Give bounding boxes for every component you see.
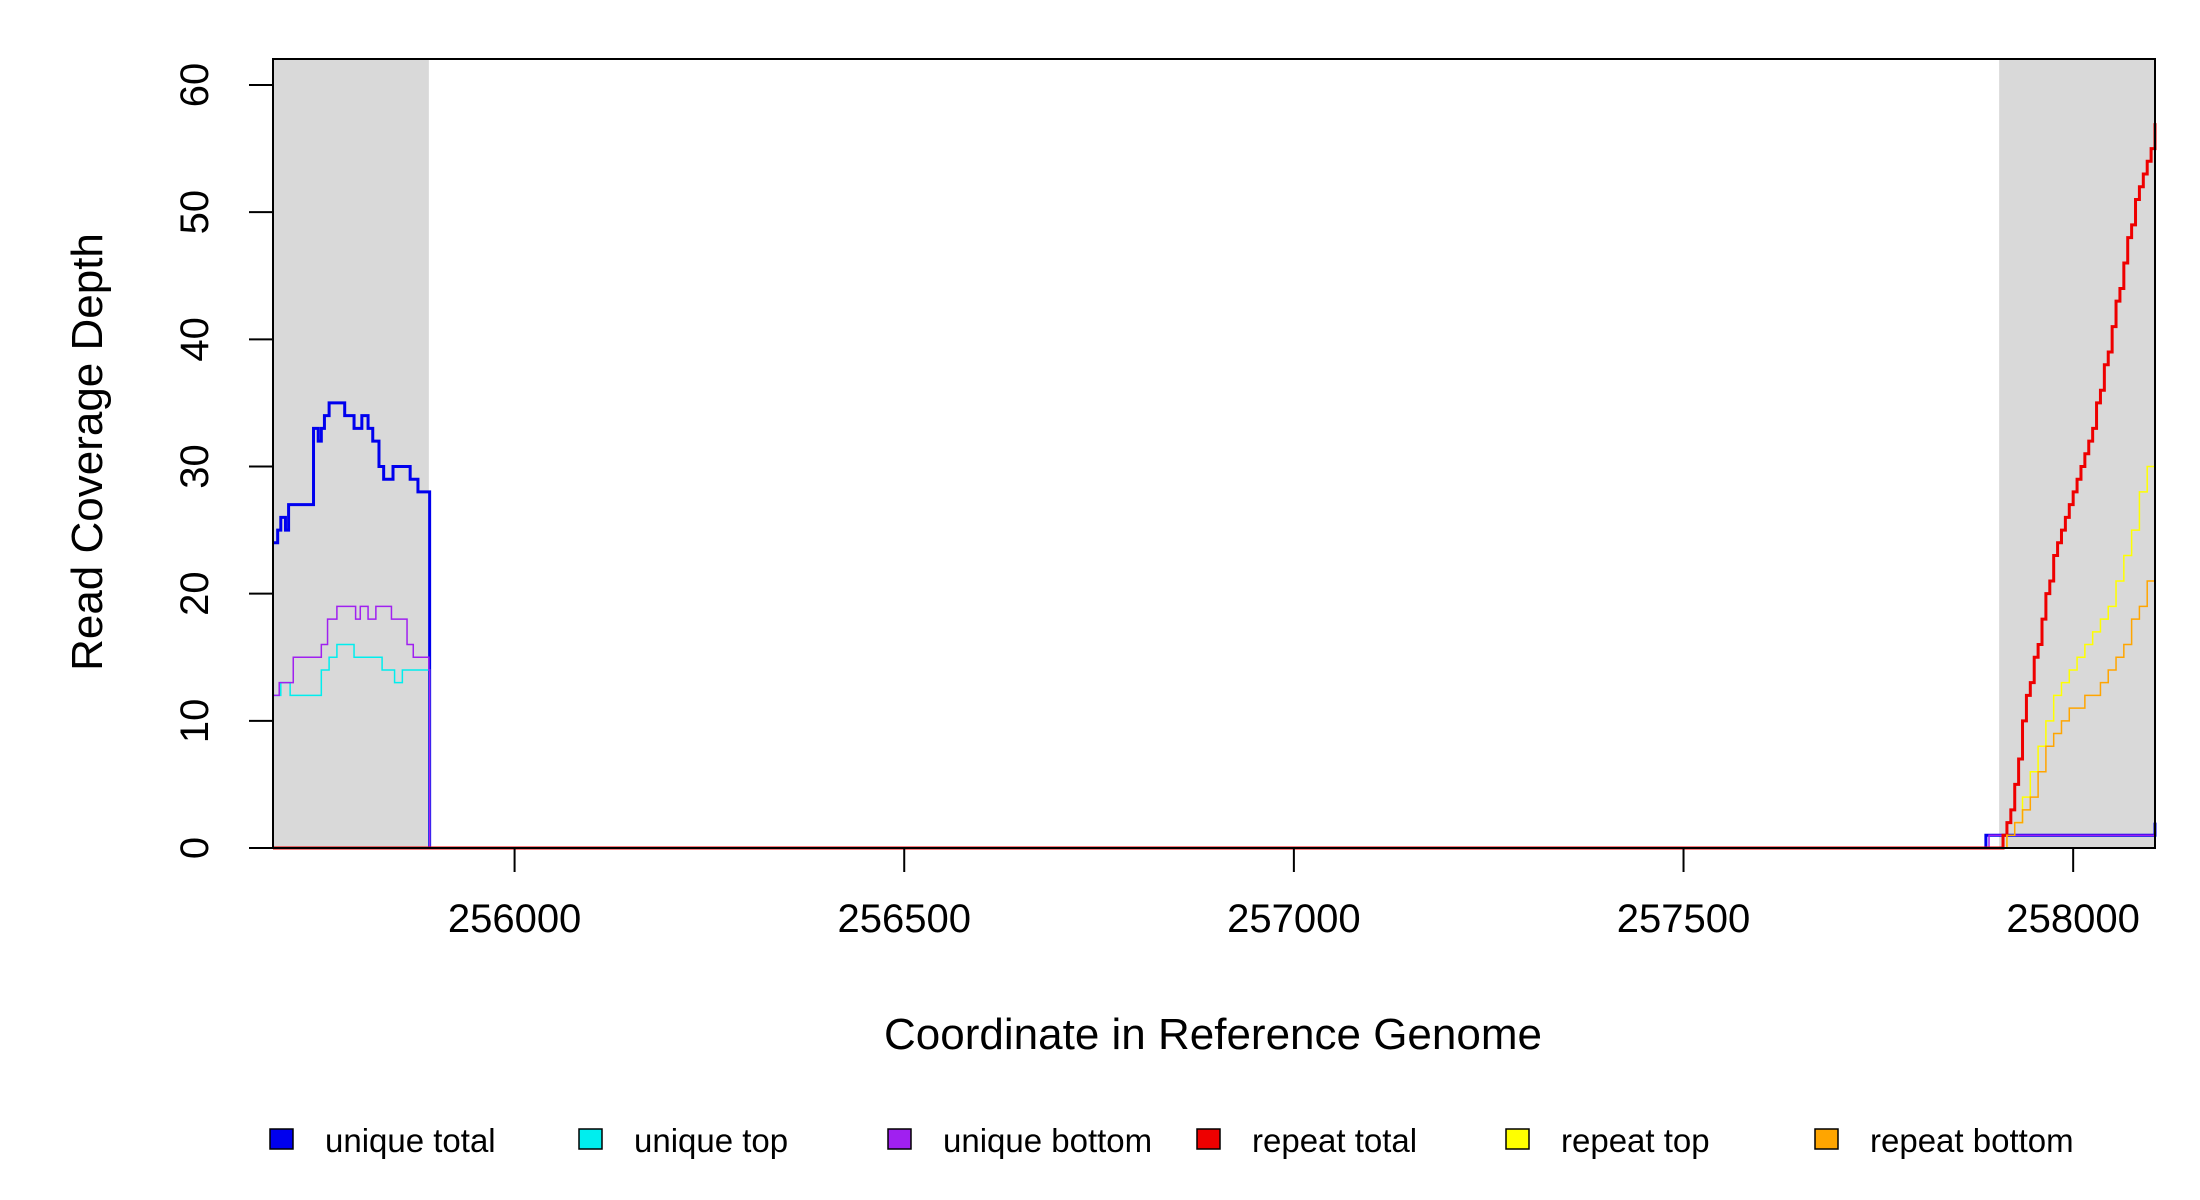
y-tick-label: 20	[173, 571, 217, 616]
legend: unique total unique top unique bottom repea…	[269, 1122, 2074, 1159]
x-tick-label: 257500	[1617, 897, 1750, 941]
x-axis: 256000 256500 257000 257500 258000	[448, 848, 2140, 941]
series-line-repeat-bottom	[273, 542, 2156, 849]
y-tick-label: 60	[173, 63, 217, 108]
legend-label-repeat-top: repeat top	[1561, 1122, 1710, 1159]
legend-swatch-unique-bottom	[887, 1128, 912, 1150]
y-axis-title: Read Coverage Depth	[63, 233, 112, 671]
plot-frame	[272, 58, 2156, 849]
legend-label-unique-total: unique total	[325, 1122, 496, 1159]
y-axis: 0 10 20 30 40 50 60	[173, 63, 273, 859]
y-tick-label: 40	[173, 317, 217, 362]
legend-swatch-unique-top	[578, 1128, 603, 1150]
shaded-regions	[273, 59, 2155, 848]
legend-label-repeat-total: repeat total	[1252, 1122, 1417, 1159]
legend-label-unique-top: unique top	[634, 1122, 788, 1159]
series-line-repeat-top	[273, 441, 2156, 849]
x-tick-label: 257000	[1227, 897, 1360, 941]
x-axis-title: Coordinate in Reference Genome	[884, 1010, 1542, 1059]
legend-swatch-repeat-top	[1505, 1128, 1530, 1150]
legend-swatch-unique-total	[269, 1128, 294, 1150]
series-line-unique-top	[273, 643, 2155, 849]
legend-swatch-repeat-total	[1196, 1128, 1221, 1150]
series-line-repeat-total	[273, 123, 2157, 850]
x-tick-label: 256000	[448, 897, 581, 941]
series-line-unique-total	[273, 401, 2157, 850]
y-tick-label: 30	[173, 444, 217, 489]
y-tick-label: 10	[173, 699, 217, 744]
x-tick-label: 258000	[2006, 897, 2139, 941]
legend-label-repeat-bottom: repeat bottom	[1870, 1122, 2074, 1159]
y-tick-label: 50	[173, 190, 217, 235]
series-line-unique-bottom	[273, 605, 2155, 849]
y-tick-label: 0	[173, 837, 217, 859]
legend-label-unique-bottom: unique bottom	[943, 1122, 1152, 1159]
series-lines	[273, 123, 2157, 850]
legend-swatch-repeat-bottom	[1814, 1128, 1839, 1150]
x-tick-label: 256500	[837, 897, 970, 941]
shaded-region-0	[273, 59, 429, 848]
